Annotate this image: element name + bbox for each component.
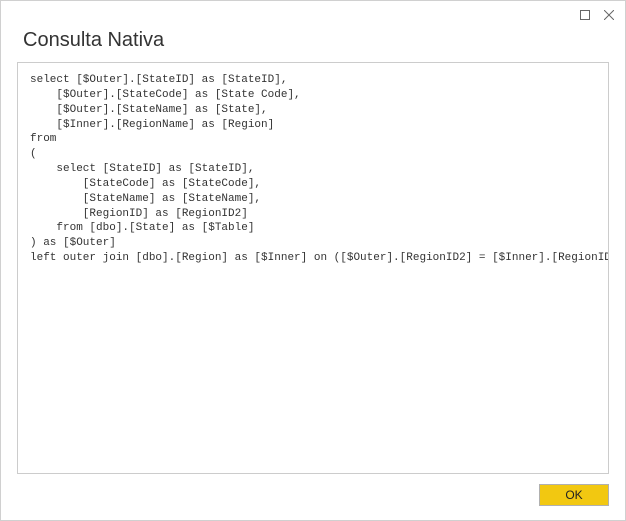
dialog-header: Consulta Nativa: [1, 29, 625, 62]
dialog-title: Consulta Nativa: [23, 29, 605, 52]
maximize-icon[interactable]: [575, 5, 595, 25]
dialog-footer: OK: [1, 484, 625, 520]
titlebar: [1, 1, 625, 29]
close-icon[interactable]: [599, 5, 619, 25]
dialog-window: Consulta Nativa select [$Outer].[StateID…: [0, 0, 626, 521]
ok-button[interactable]: OK: [539, 484, 609, 506]
sql-query-text: select [$Outer].[StateID] as [StateID], …: [30, 73, 596, 266]
sql-content-area: select [$Outer].[StateID] as [StateID], …: [17, 62, 609, 474]
